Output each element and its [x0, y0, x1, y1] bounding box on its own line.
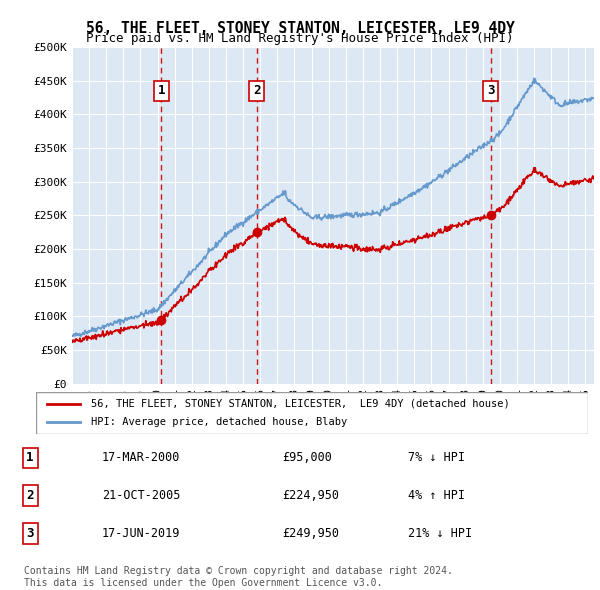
Text: 3: 3 — [26, 527, 34, 540]
Text: 17-JUN-2019: 17-JUN-2019 — [102, 527, 181, 540]
Text: 56, THE FLEET, STONEY STANTON, LEICESTER,  LE9 4DY (detached house): 56, THE FLEET, STONEY STANTON, LEICESTER… — [91, 399, 510, 409]
Text: £224,950: £224,950 — [282, 489, 339, 502]
Text: 56, THE FLEET, STONEY STANTON, LEICESTER, LE9 4DY: 56, THE FLEET, STONEY STANTON, LEICESTER… — [86, 21, 514, 35]
Text: £249,950: £249,950 — [282, 527, 339, 540]
Text: £95,000: £95,000 — [282, 451, 332, 464]
Text: Price paid vs. HM Land Registry's House Price Index (HPI): Price paid vs. HM Land Registry's House … — [86, 32, 514, 45]
Text: Contains HM Land Registry data © Crown copyright and database right 2024.
This d: Contains HM Land Registry data © Crown c… — [24, 566, 453, 588]
Text: 1: 1 — [157, 84, 165, 97]
Text: 3: 3 — [487, 84, 494, 97]
Text: 4% ↑ HPI: 4% ↑ HPI — [408, 489, 465, 502]
Text: 1: 1 — [26, 451, 34, 464]
Text: HPI: Average price, detached house, Blaby: HPI: Average price, detached house, Blab… — [91, 417, 347, 427]
Text: 2: 2 — [26, 489, 34, 502]
Text: 17-MAR-2000: 17-MAR-2000 — [102, 451, 181, 464]
Text: 21-OCT-2005: 21-OCT-2005 — [102, 489, 181, 502]
Text: 21% ↓ HPI: 21% ↓ HPI — [408, 527, 472, 540]
Text: 2: 2 — [253, 84, 260, 97]
FancyBboxPatch shape — [36, 392, 588, 434]
Text: 7% ↓ HPI: 7% ↓ HPI — [408, 451, 465, 464]
